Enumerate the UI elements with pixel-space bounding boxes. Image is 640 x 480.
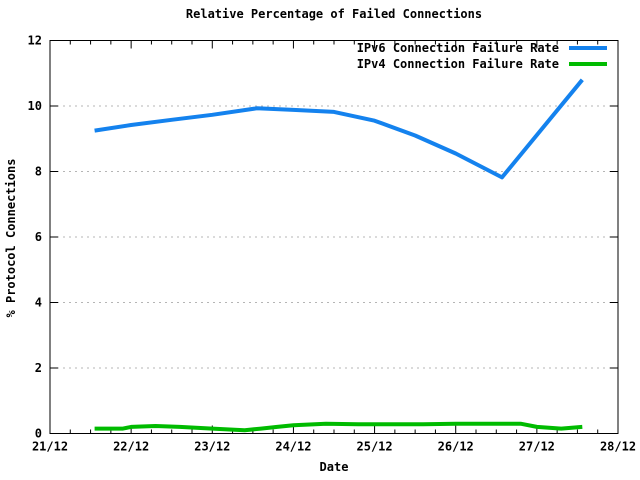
x-tick-label: 28/12	[600, 440, 636, 454]
legend-item-ipv4: IPv4 Connection Failure Rate	[356, 56, 607, 71]
x-tick-label: 24/12	[275, 440, 311, 454]
x-tick-label: 25/12	[357, 440, 393, 454]
legend-label-ipv6: IPv6 Connection Failure Rate	[356, 40, 559, 55]
legend: IPv6 Connection Failure Rate IPv4 Connec…	[356, 40, 607, 71]
legend-label-ipv4: IPv4 Connection Failure Rate	[356, 56, 559, 71]
legend-line-sample-ipv4	[569, 61, 607, 66]
series-line-ipv6	[94, 78, 584, 180]
y-tick-label: 4	[35, 296, 42, 310]
x-tick-label: 22/12	[113, 440, 149, 454]
y-tick-label: 2	[35, 361, 42, 375]
y-tick-label: 0	[35, 427, 42, 441]
y-tick-label: 12	[28, 34, 42, 48]
x-tick-label: 27/12	[519, 440, 555, 454]
y-tick-label: 6	[35, 230, 42, 244]
x-axis-label: Date	[319, 460, 349, 474]
series-line-ipv4	[94, 421, 583, 433]
legend-item-ipv6: IPv6 Connection Failure Rate	[356, 40, 607, 55]
x-tick-label: 23/12	[194, 440, 230, 454]
y-tick-label: 10	[28, 99, 42, 113]
x-tick-label: 21/12	[32, 440, 68, 454]
y-tick-label: 8	[35, 165, 42, 179]
chart-title: Relative Percentage of Failed Connection…	[185, 7, 483, 21]
x-tick-label: 26/12	[438, 440, 474, 454]
legend-line-sample-ipv6	[569, 45, 607, 50]
